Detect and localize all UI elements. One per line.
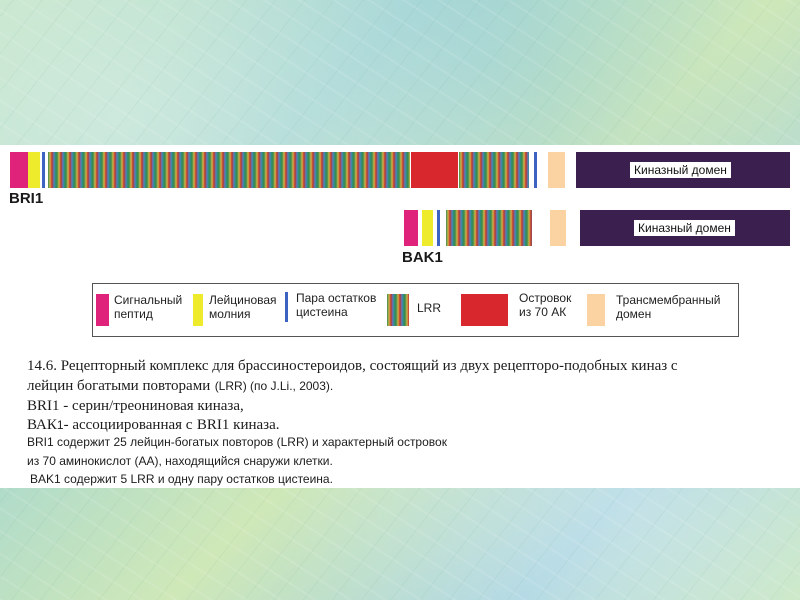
bri1-70aa-island <box>411 152 458 188</box>
legend-island-swatch <box>461 294 508 326</box>
legend-island-label: Островок из 70 АК <box>519 291 572 319</box>
caption-line-4: ВАК1- ассоциированная с BRI1 киназа. <box>27 417 280 433</box>
legend-lrr-label: LRR <box>417 301 442 315</box>
bak1-kinase-domain: Киназный домен <box>580 210 790 246</box>
bak1-lrr-block <box>446 210 532 246</box>
legend-cysteine-swatch <box>285 292 288 322</box>
caption-line-6: из 70 аминокислот (АА), находящийся снар… <box>27 454 333 468</box>
legend: Сигнальный пептид Лейциновая молния Пара о… <box>92 283 739 337</box>
bri1-kinase-label: Киназный домен <box>630 162 731 178</box>
bak1-domain-bar: Киназный домен <box>404 210 790 246</box>
bak1-cysteine-pair <box>437 210 440 246</box>
bak1-label: BAK1 <box>402 249 443 266</box>
bak1-kinase-label: Киназный домен <box>634 220 735 236</box>
caption-line-3: BRI1 - серин/треониновая киназа, <box>27 398 244 414</box>
bak1-signal-peptide <box>404 210 418 246</box>
bak1-transmembrane <box>550 210 566 246</box>
bak1-leucine-zipper <box>422 210 433 246</box>
bri1-label: BRI1 <box>9 190 44 207</box>
legend-signal-label: Сигнальный пептид <box>114 293 183 321</box>
bri1-leucine-zipper <box>28 152 40 188</box>
legend-zipper-label: Лейциновая молния <box>209 293 277 321</box>
bri1-kinase-domain: Киназный домен <box>576 152 790 188</box>
legend-tm-swatch <box>587 294 605 326</box>
caption-line-7: BAK1 содержит 5 LRR и одну пару остатков… <box>30 472 333 486</box>
legend-zipper-swatch <box>193 294 203 326</box>
caption-line-2: лейцин богатыми повторами (LRR) (по J.Li… <box>27 378 334 394</box>
legend-lrr-swatch <box>387 294 409 326</box>
legend-cysteine-label: Пара остатков цистеина <box>296 291 377 319</box>
figure-panel: Киназный домен BRI1 Киназный домен BAK1 … <box>0 145 800 488</box>
bri1-transmembrane <box>548 152 565 188</box>
bri1-domain-bar: Киназный домен <box>10 152 790 188</box>
bri1-lrr-block-2 <box>459 152 529 188</box>
legend-signal-swatch <box>96 294 109 326</box>
caption-line-1: 14.6. Рецепторный комплекс для брассинос… <box>27 358 678 374</box>
bri1-cysteine-pair-1 <box>42 152 45 188</box>
bri1-signal-peptide <box>10 152 28 188</box>
bri1-lrr-block-1 <box>48 152 410 188</box>
caption-line-5: BRI1 содержит 25 лейцин-богатых повторов… <box>27 435 447 449</box>
bri1-cysteine-pair-2 <box>534 152 537 188</box>
legend-tm-label: Трансмембранный домен <box>616 293 721 321</box>
